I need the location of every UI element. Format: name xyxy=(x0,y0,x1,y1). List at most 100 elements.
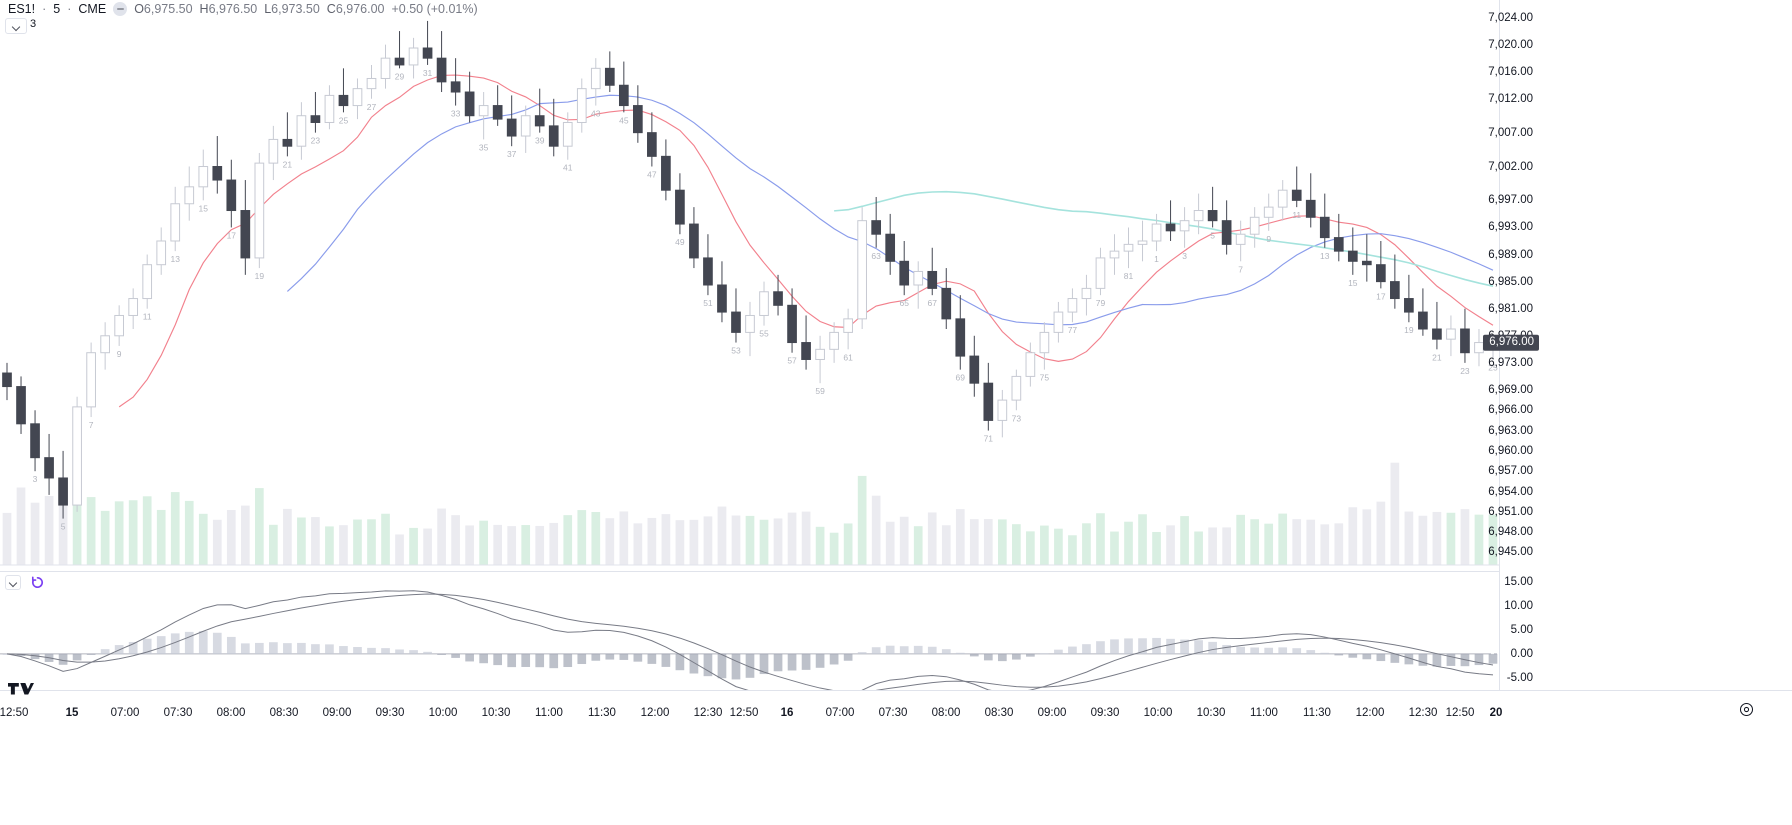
price-axis-tick: 7,012.00 xyxy=(1488,92,1533,105)
volume-bar xyxy=(507,526,517,565)
volume-bar xyxy=(1138,514,1147,565)
bar-index-label: 13 xyxy=(1320,251,1330,261)
time-axis-tick: 12:50 xyxy=(729,707,759,719)
open-value: 6,975.50 xyxy=(143,2,193,16)
macd-histogram-bar xyxy=(86,653,96,655)
clock-icon[interactable] xyxy=(1739,702,1754,717)
tradingview-logo[interactable] xyxy=(8,681,34,698)
candle-body xyxy=(1081,287,1092,300)
legend-separator-1: · xyxy=(42,2,47,16)
macd-histogram-bar xyxy=(353,647,362,654)
macd-histogram-bar xyxy=(1138,638,1147,654)
candle-body xyxy=(1123,243,1134,252)
volume-bar xyxy=(465,525,474,565)
volume-bar xyxy=(283,508,292,565)
macd-histogram-bar xyxy=(1068,646,1077,654)
macd-histogram-bar xyxy=(675,653,685,671)
candle-body xyxy=(170,203,181,242)
volume-bar xyxy=(997,519,1007,565)
candle-body xyxy=(282,138,293,147)
price-axis-tick: 6,989.00 xyxy=(1488,248,1533,261)
symbol-name[interactable]: ES1! xyxy=(8,2,36,16)
candle-body xyxy=(58,477,68,506)
volume-bar xyxy=(1404,511,1414,565)
macd-histogram-bar xyxy=(941,649,951,654)
candle-body xyxy=(1263,206,1274,218)
volume-bar xyxy=(745,515,755,565)
macd-histogram-bar xyxy=(1040,653,1049,655)
volume-bar xyxy=(212,519,222,565)
macd-histogram-bar xyxy=(591,653,601,661)
bar-index-label: 3 xyxy=(1182,251,1187,261)
macd-histogram-bar xyxy=(829,653,839,665)
macd-histogram-bar xyxy=(170,633,180,654)
macd-histogram-bar xyxy=(1124,638,1133,654)
eye-icon[interactable] xyxy=(113,2,128,16)
volume-bar xyxy=(114,501,124,565)
volume-bar xyxy=(927,512,937,565)
volume-bar xyxy=(156,509,166,565)
price-axis-tick: 6,997.00 xyxy=(1488,194,1533,207)
candle-body xyxy=(773,291,783,306)
bar-index-label: 27 xyxy=(367,102,377,112)
macd-histogram-bar xyxy=(395,649,404,654)
bar-index-label: 53 xyxy=(731,346,741,356)
bar-index-label: 43 xyxy=(591,109,601,119)
volume-bar xyxy=(633,523,643,565)
bar-index-label: 13 xyxy=(170,254,180,264)
macd-histogram-bar xyxy=(367,647,376,654)
time-axis-tick: 10:00 xyxy=(428,707,458,719)
time-axis-tick: 10:30 xyxy=(1196,707,1226,719)
volume-bar xyxy=(1292,519,1302,565)
bar-index-label: 31 xyxy=(423,68,433,78)
candle-body xyxy=(1235,233,1246,245)
volume-bar xyxy=(773,518,783,565)
candle-body xyxy=(156,240,167,266)
main-pane-collapse-button[interactable] xyxy=(5,18,27,34)
bar-index-label: 25 xyxy=(339,115,349,125)
volume-bar xyxy=(1180,516,1189,565)
bar-index-label: 77 xyxy=(1068,325,1078,335)
macd-histogram-bar xyxy=(1236,646,1245,654)
volume-bar xyxy=(1026,531,1035,565)
volume-bar xyxy=(86,497,96,565)
macd-histogram-bar xyxy=(759,653,769,675)
macd-histogram-bar xyxy=(983,653,993,661)
macd-indicator-pane[interactable] xyxy=(0,572,1500,690)
macd-histogram-bar xyxy=(1026,653,1035,657)
volume-bar xyxy=(1278,513,1288,565)
bar-index-label: 7 xyxy=(1238,264,1243,274)
bar-index-label: 67 xyxy=(928,298,938,308)
macd-histogram-bar xyxy=(142,638,152,654)
candle-body xyxy=(675,189,685,225)
lower-pane-collapse-button[interactable] xyxy=(5,575,21,590)
volume-bar xyxy=(2,512,12,565)
macd-histogram-bar xyxy=(198,631,208,654)
volume-bar xyxy=(1390,462,1400,565)
candle-body xyxy=(198,166,209,188)
bar-index-label: 41 xyxy=(563,163,573,173)
candle-body xyxy=(128,298,139,316)
macd-histogram-bar xyxy=(969,653,979,657)
candle-body xyxy=(16,386,26,425)
macd-histogram-bar xyxy=(843,653,853,661)
price-axis-tick: 6,966.00 xyxy=(1488,404,1533,417)
price-axis[interactable]: 7,024.00 7,020.00 7,016.00 7,012.00 7,007.00… xyxy=(1483,0,1792,690)
macd-histogram-bar xyxy=(1488,653,1498,664)
candle-body xyxy=(899,260,910,286)
volume-bar xyxy=(1334,523,1344,565)
refresh-icon[interactable] xyxy=(31,576,44,589)
interval-label[interactable]: 5 xyxy=(53,2,61,16)
time-axis-tick: 16 xyxy=(780,707,794,719)
volume-bar xyxy=(521,525,531,565)
time-axis[interactable]: 12:50 15 07:00 07:30 08:00 08:30 09:00 09:30 10:… xyxy=(0,690,1792,825)
price-axis-tick: 6,981.00 xyxy=(1488,302,1533,315)
time-axis-tick: 07:00 xyxy=(110,707,140,719)
volume-bar xyxy=(1110,531,1119,565)
volume-bar xyxy=(1124,521,1133,565)
pane-separator[interactable] xyxy=(0,571,1792,572)
macd-histogram-bar xyxy=(1292,648,1302,654)
macd-histogram-bar xyxy=(549,653,559,669)
candle-body xyxy=(997,399,1008,421)
